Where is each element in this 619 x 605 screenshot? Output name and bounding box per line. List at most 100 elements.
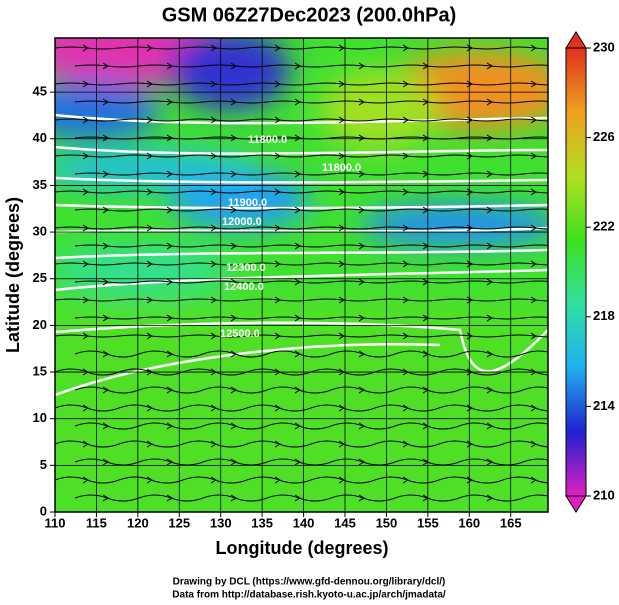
streamline <box>330 172 396 176</box>
streamline <box>138 316 204 320</box>
stream-arrow <box>82 152 89 160</box>
contour-label: 12300.0 <box>226 262 266 274</box>
stream-arrow <box>146 440 153 448</box>
streamline <box>502 82 548 86</box>
stream-arrow <box>358 206 365 214</box>
stream-arrow <box>466 332 473 340</box>
contour-label: 11800.0 <box>322 162 361 174</box>
stream-arrow <box>530 296 537 304</box>
stream-arrow <box>294 134 301 142</box>
streamline <box>502 262 548 266</box>
stream-arrow <box>358 458 365 466</box>
stream-arrow <box>338 152 345 160</box>
stream-arrow <box>530 44 537 52</box>
x-tick-label: 150 <box>376 515 398 530</box>
stream-arrow <box>146 44 153 52</box>
stream-arrow <box>530 332 537 340</box>
streamline <box>330 458 396 466</box>
x-tick-label: 115 <box>86 515 107 530</box>
stream-arrow <box>102 170 109 178</box>
stream-arrow <box>82 116 89 124</box>
y-tick-label: 25 <box>33 270 47 285</box>
streamline <box>502 404 548 412</box>
stream-arrow <box>551 243 556 249</box>
streamline <box>202 172 268 176</box>
stream-arrow <box>82 224 89 232</box>
streamline <box>522 244 548 247</box>
stream-arrow <box>466 116 473 124</box>
streamline <box>246 404 312 412</box>
streamline <box>182 476 248 484</box>
stream-arrow <box>466 44 473 52</box>
stream-arrow <box>530 260 537 268</box>
stream-arrow <box>294 206 301 214</box>
streamline <box>182 82 248 86</box>
contour-label: 12400.0 <box>224 281 264 293</box>
stream-arrow <box>210 44 217 52</box>
x-tick-label: 110 <box>45 515 66 530</box>
streamline <box>394 386 460 394</box>
streamline <box>522 208 548 211</box>
stream-arrow <box>486 206 493 214</box>
streamline <box>246 262 312 266</box>
streamline <box>374 476 440 484</box>
contour-label: 11800.0 <box>248 134 287 146</box>
stream-arrow <box>146 188 153 196</box>
stream-arrow <box>102 422 109 430</box>
streamline <box>138 244 204 248</box>
stream-arrow <box>402 80 409 88</box>
streamline <box>138 172 204 176</box>
stream-arrow <box>402 260 409 268</box>
stream-arrow <box>466 80 473 88</box>
stream-arrow <box>274 260 281 268</box>
streamline <box>310 262 376 266</box>
stream-arrow <box>338 476 345 484</box>
stream-arrow <box>210 440 217 448</box>
streamline <box>266 244 332 248</box>
stream-arrow <box>530 188 537 196</box>
streamline <box>522 350 548 355</box>
streamline <box>74 172 140 176</box>
x-tick-label: 165 <box>500 515 522 530</box>
stream-arrow <box>486 242 493 250</box>
stream-arrow <box>402 440 409 448</box>
stream-arrow <box>166 386 173 394</box>
stream-arrow <box>230 242 237 250</box>
contour-label: 11900.0 <box>228 197 267 209</box>
streamline <box>394 172 460 176</box>
streamline <box>118 226 184 230</box>
stream-arrow <box>166 314 173 322</box>
stream-arrow <box>230 170 237 178</box>
streamline <box>394 64 460 68</box>
streamline <box>394 280 460 284</box>
stream-arrow <box>230 422 237 430</box>
stream-arrow <box>486 422 493 430</box>
streamline <box>266 458 332 466</box>
stream-arrow <box>402 476 409 484</box>
stream-arrow <box>402 332 409 340</box>
streamline <box>182 190 248 194</box>
streamline <box>55 334 120 338</box>
streamline <box>330 208 396 212</box>
streamline <box>458 422 524 430</box>
streamline <box>458 458 524 466</box>
streamline <box>458 494 524 502</box>
streamline <box>74 494 140 502</box>
streamline <box>202 280 268 284</box>
streamline <box>458 208 524 212</box>
streamline <box>55 298 120 302</box>
stream-arrow <box>230 278 237 286</box>
streamline <box>394 350 460 358</box>
stream-arrow <box>358 62 365 70</box>
streamline <box>458 64 524 68</box>
streamline <box>202 422 268 430</box>
streamline <box>502 46 548 50</box>
stream-arrow <box>82 188 89 196</box>
stream-arrow <box>551 387 556 393</box>
x-tick-label: 135 <box>251 515 273 530</box>
streamline <box>246 298 312 302</box>
streamline <box>74 422 140 430</box>
y-tick-label: 10 <box>33 410 47 425</box>
streamline <box>394 422 460 430</box>
streamline <box>310 334 376 338</box>
